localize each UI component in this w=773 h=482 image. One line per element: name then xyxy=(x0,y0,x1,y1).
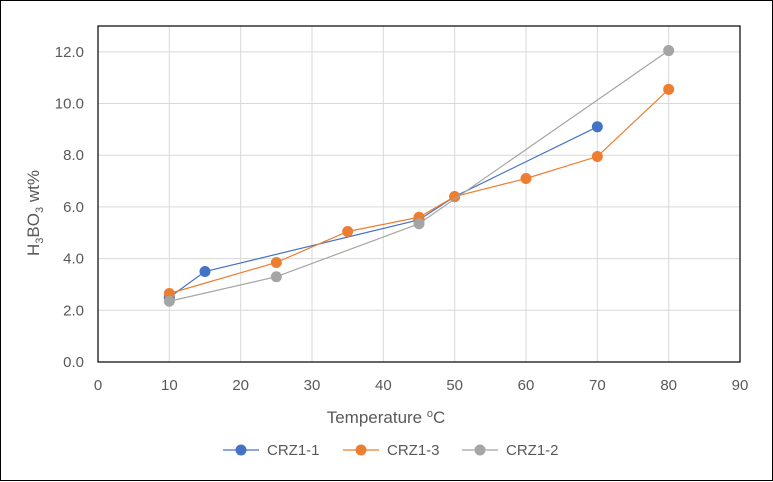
data-point-crz1-3 xyxy=(520,172,532,184)
data-point-crz1-3 xyxy=(163,288,175,300)
x-axis-title: Temperature oC xyxy=(327,408,446,427)
legend-label-crz1-2: CRZ1-2 xyxy=(506,442,559,459)
data-point-crz1-3 xyxy=(342,225,354,237)
y-tick-label: 10.0 xyxy=(55,96,84,113)
y-axis-title-h: H xyxy=(24,244,43,256)
legend: CRZ1-1 CRZ1-3 CRZ1-2 xyxy=(223,442,559,459)
legend-label-crz1-1: CRZ1-1 xyxy=(267,442,320,459)
y-tick-label: 12.0 xyxy=(55,44,84,61)
data-point-crz1-1 xyxy=(199,266,211,278)
x-tick-label: 70 xyxy=(589,377,606,394)
y-axis-title: H3BO3 wt% xyxy=(24,170,46,256)
x-axis-title-sup: o xyxy=(427,408,433,420)
grid xyxy=(97,26,741,363)
data-point-crz1-2 xyxy=(163,295,175,307)
data-point-crz1-3 xyxy=(270,256,282,268)
y-tick-label: 4.0 xyxy=(63,251,84,268)
series-line-crz1-3 xyxy=(169,88,670,295)
data-point-crz1-3 xyxy=(591,151,603,163)
x-tick-label: 60 xyxy=(518,377,535,394)
data-point-crz1-3 xyxy=(663,83,675,95)
x-tick-label: 80 xyxy=(660,377,677,394)
data-point-crz1-2 xyxy=(413,218,425,230)
plot-area-border xyxy=(97,25,741,363)
series-layer xyxy=(163,45,675,307)
data-point-crz1-1 xyxy=(591,121,603,133)
legend-marker-crz1-2 xyxy=(474,444,486,456)
y-tick-label: 0.0 xyxy=(63,354,84,371)
legend-marker-crz1-1 xyxy=(235,444,247,456)
y-tick-label: 2.0 xyxy=(63,302,84,319)
y-tick-label: 6.0 xyxy=(63,199,84,216)
x-tick-label: 10 xyxy=(161,377,178,394)
data-point-crz1-2 xyxy=(663,45,675,57)
x-tick-label: 20 xyxy=(232,377,249,394)
y-axis-title-bo: BO xyxy=(24,213,43,238)
x-axis-title-unit: C xyxy=(433,408,445,427)
x-axis-ticks: 0 10 20 30 40 50 60 70 80 90 xyxy=(94,377,749,394)
y-axis-title-sub1: 3 xyxy=(34,238,46,244)
x-tick-label: 40 xyxy=(375,377,392,394)
x-tick-label: 30 xyxy=(304,377,321,394)
legend-marker-crz1-3 xyxy=(355,444,367,456)
x-axis-title-text: Temperature xyxy=(327,408,427,427)
x-tick-label: 50 xyxy=(446,377,463,394)
x-tick-label: 0 xyxy=(94,377,102,394)
legend-label-crz1-3: CRZ1-3 xyxy=(387,442,440,459)
data-point-crz1-2 xyxy=(270,271,282,283)
data-point-crz1-3 xyxy=(449,191,461,203)
y-tick-label: 8.0 xyxy=(63,147,84,164)
y-axis-title-rest: wt% xyxy=(24,170,43,207)
series-line-crz1-2 xyxy=(169,50,670,302)
y-axis-ticks: 0.0 2.0 4.0 6.0 8.0 10.0 12.0 xyxy=(55,44,84,371)
x-tick-label: 90 xyxy=(732,377,749,394)
y-axis-title-sub2: 3 xyxy=(34,207,46,213)
